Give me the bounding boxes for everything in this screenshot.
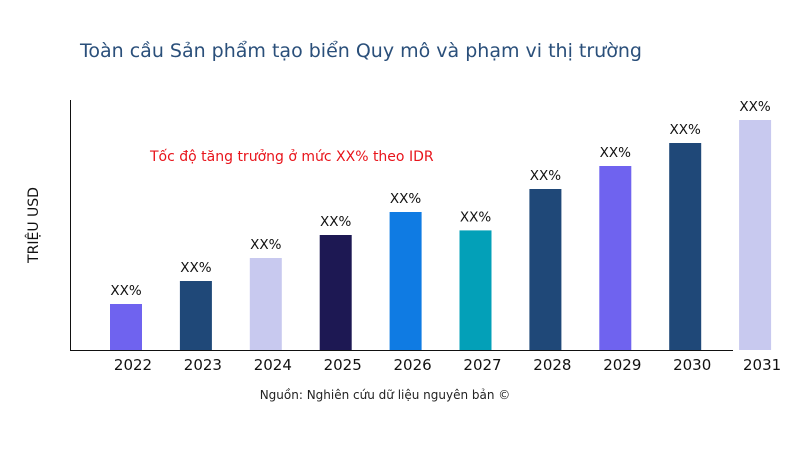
x-tick-label: 2027 [463,356,501,374]
bar-2025 [319,235,352,350]
x-tick-label: 2025 [324,356,362,374]
data-label-2030: XX% [670,122,701,138]
growth-annotation: Tốc độ tăng trưởng ở mức XX% theo IDR [149,148,434,165]
x-tick-label: 2024 [254,356,292,374]
chart-title: Toàn cầu Sản phẩm tạo biển Quy mô và phạ… [80,40,642,62]
data-label-2022: XX% [110,283,141,299]
bar-2022 [110,304,142,350]
data-label-2027: XX% [460,209,491,225]
x-tick-label: 2026 [394,356,432,374]
bar-2028 [529,189,562,350]
bar-2029 [599,166,632,350]
bar-2027 [459,230,492,350]
data-label-2023: XX% [180,260,211,276]
x-tick-label: 2023 [184,356,222,374]
bar-2023 [179,281,212,350]
x-tick-label: 2022 [114,356,152,374]
data-label-2031: XX% [739,99,770,115]
bar-2024 [249,258,282,350]
data-label-2029: XX% [600,145,631,161]
data-label-2028: XX% [530,168,561,184]
bar-2030 [669,143,702,350]
source-note: Nguồn: Nghiên cứu dữ liệu nguyên bản © [259,388,511,402]
x-tick-label: 2030 [673,356,711,374]
data-label-2026: XX% [390,191,421,207]
data-label-2024: XX% [250,237,281,253]
bar-2026 [389,212,422,350]
x-tick-label: 2028 [533,356,571,374]
x-tick-label: 2029 [603,356,641,374]
bar-2031 [739,120,772,350]
x-tick-label: 2031 [743,356,781,374]
data-label-2025: XX% [320,214,351,230]
